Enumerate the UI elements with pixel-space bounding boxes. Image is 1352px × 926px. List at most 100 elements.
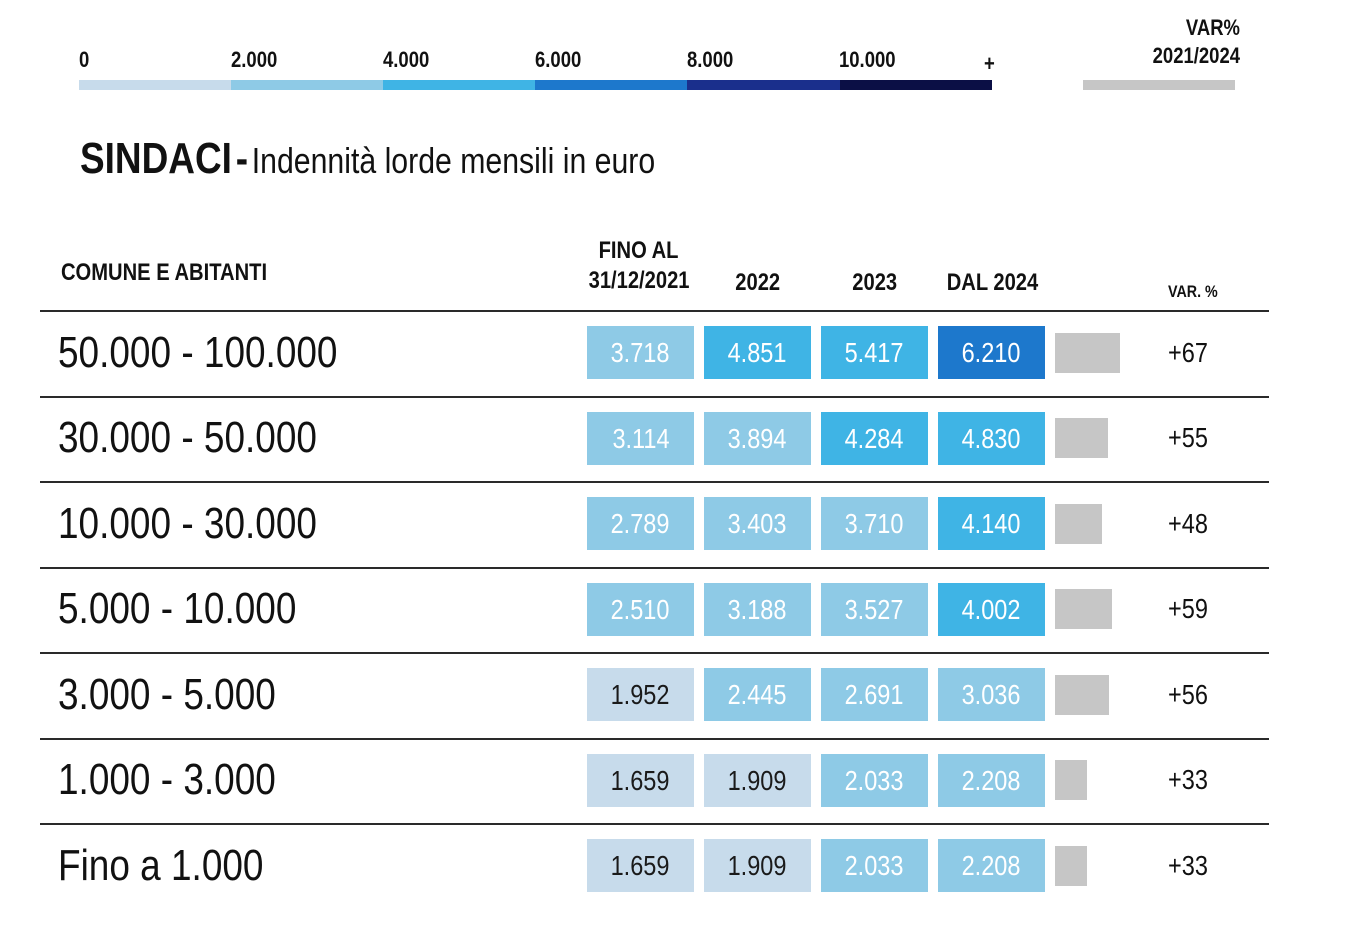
value-cell: 3.710: [821, 497, 928, 551]
title-subtitle: Indennità lorde mensili in euro: [251, 140, 656, 181]
row-label: 1.000 - 3.000: [58, 755, 317, 805]
value-cell: 2.033: [821, 839, 928, 893]
header-comune: COMUNE E ABITANTI: [61, 259, 268, 286]
value-cell: 3.894: [704, 411, 811, 465]
var-value: +48: [1168, 504, 1216, 544]
value-cell-label: 4.851: [728, 337, 787, 369]
legend-swatch-2000-4000: [231, 80, 383, 90]
var-bar: [1055, 332, 1120, 373]
var-bar: [1055, 418, 1108, 459]
row-divider: [40, 481, 1269, 483]
value-cell: 2.510: [587, 582, 694, 636]
var-value-text: +48: [1168, 507, 1208, 539]
value-cell-label: 3.036: [962, 679, 1021, 711]
legend-tick: 4.000: [383, 47, 430, 72]
value-cell: 4.851: [704, 326, 811, 380]
row-label-text: 3.000 - 5.000: [58, 669, 276, 719]
value-cell-label: 4.830: [962, 422, 1021, 454]
value-cell: 4.284: [821, 411, 928, 465]
title-dash: -: [235, 134, 249, 183]
header-2024: DAL 2024: [946, 269, 1038, 296]
value-cell-label: 1.659: [611, 764, 670, 796]
row-divider: [40, 566, 1269, 569]
var-legend-title: VAR% 2021/2024: [1152, 15, 1240, 68]
var-bar: [1055, 760, 1087, 801]
var-value-text: +56: [1168, 678, 1208, 710]
value-cell: 2.691: [821, 668, 928, 722]
row-label: 3.000 - 5.000: [58, 670, 317, 720]
legend-swatch-10000-plus: [840, 80, 992, 90]
value-cell-label: 1.659: [611, 850, 670, 882]
header-2022: 2022: [735, 269, 780, 296]
var-value: +59: [1168, 589, 1216, 629]
value-cell-label: 1.952: [611, 679, 670, 711]
value-cell: 1.909: [704, 839, 811, 893]
value-cell: 3.527: [821, 582, 928, 636]
row-divider: [40, 652, 1269, 654]
value-cell: 3.403: [704, 497, 811, 551]
value-cell: 6.210: [938, 326, 1045, 380]
var-bar: [1055, 589, 1112, 630]
header-2021: FINO AL 31/12/2021: [588, 237, 690, 294]
var-value: +33: [1168, 846, 1216, 886]
header-divider: [40, 310, 1269, 312]
legend-swatch-8000-10000: [687, 80, 840, 90]
value-cell: 4.830: [938, 411, 1045, 465]
value-cell-label: 1.909: [728, 764, 787, 796]
legend-swatch-0-2000: [79, 80, 231, 90]
legend-swatch-4000-6000: [383, 80, 535, 90]
value-cell: 2.033: [821, 753, 928, 807]
value-cell: 1.659: [587, 753, 694, 807]
value-cell-label: 3.188: [728, 593, 787, 625]
value-cell-label: 4.140: [962, 508, 1021, 540]
value-cell: 2.208: [938, 753, 1045, 807]
value-cell: 5.417: [821, 326, 928, 380]
value-cell-label: 6.210: [962, 337, 1021, 369]
value-cell: 1.659: [587, 839, 694, 893]
value-cell-label: 3.710: [845, 508, 904, 540]
title-main: SINDACI: [80, 134, 232, 183]
row-divider: [40, 395, 1269, 398]
value-cell: 3.188: [704, 582, 811, 636]
legend-tick: 0: [79, 47, 90, 72]
value-cell: 2.445: [704, 668, 811, 722]
var-value: +55: [1168, 418, 1216, 458]
value-cell-label: 3.403: [728, 508, 787, 540]
row-label-text: 50.000 - 100.000: [58, 327, 338, 377]
var-value: +33: [1168, 760, 1216, 800]
color-legend: 0 2.000 4.000 6.000 8.000 10.000 + VAR% …: [0, 0, 1352, 100]
value-cell: 3.114: [587, 411, 694, 465]
row-label: Fino a 1.000: [58, 841, 303, 891]
value-cell-label: 2.445: [728, 679, 787, 711]
value-cell-label: 4.002: [962, 593, 1021, 625]
value-cell-label: 4.284: [845, 422, 904, 454]
var-bar: [1055, 503, 1102, 544]
value-cell: 1.952: [587, 668, 694, 722]
value-cell-label: 2.208: [962, 850, 1021, 882]
value-cell: 3.036: [938, 668, 1045, 722]
value-cell-label: 2.510: [611, 593, 670, 625]
value-cell: 1.909: [704, 753, 811, 807]
value-cell: 4.002: [938, 582, 1045, 636]
var-value: +56: [1168, 675, 1216, 715]
var-bar: [1055, 674, 1109, 715]
legend-tick: 6.000: [535, 47, 582, 72]
header-var: VAR. %: [1168, 282, 1218, 301]
row-divider: [40, 823, 1269, 825]
row-label-text: Fino a 1.000: [58, 840, 264, 890]
chart-title: SINDACI - Indennità lorde mensili in eur…: [80, 134, 655, 184]
var-value-text: +55: [1168, 422, 1208, 454]
value-cell-label: 3.894: [728, 422, 787, 454]
var-value-text: +59: [1168, 593, 1208, 625]
var-legend-swatch: [1083, 80, 1235, 90]
value-cell-label: 2.033: [845, 850, 904, 882]
row-label: 50.000 - 100.000: [58, 328, 391, 378]
legend-tick: 8.000: [687, 47, 734, 72]
value-cell-label: 2.033: [845, 764, 904, 796]
var-value-text: +67: [1168, 336, 1208, 368]
value-cell: 3.718: [587, 326, 694, 380]
var-value-text: +33: [1168, 764, 1208, 796]
value-cell: 4.140: [938, 497, 1045, 551]
value-cell-label: 3.718: [611, 337, 670, 369]
legend-tick-plus: +: [984, 51, 995, 76]
